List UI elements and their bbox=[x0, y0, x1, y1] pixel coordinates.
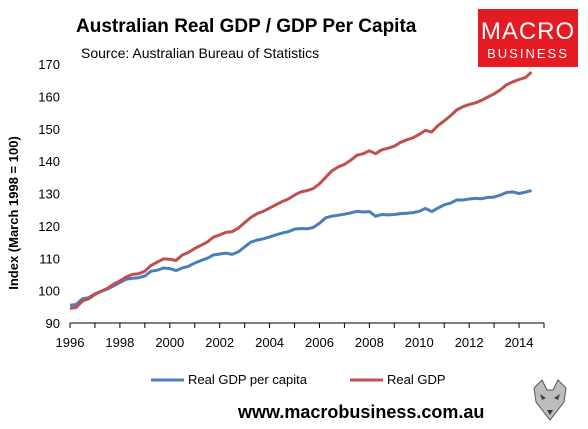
chart-title: Australian Real GDP / GDP Per Capita bbox=[76, 16, 417, 37]
series-lines bbox=[69, 70, 533, 310]
x-tick-label: 2014 bbox=[505, 335, 534, 350]
x-tick-label: 2010 bbox=[405, 335, 434, 350]
x-tick-label: 2012 bbox=[455, 335, 484, 350]
chart-subtitle: Source: Australian Bureau of Statistics bbox=[81, 45, 319, 61]
series-line-real-gdp bbox=[69, 70, 533, 310]
x-tick-label: 1996 bbox=[56, 335, 85, 350]
logo-line1: MACRO bbox=[481, 18, 575, 45]
x-tick-label: 2002 bbox=[205, 335, 234, 350]
y-tick-label: 110 bbox=[39, 251, 60, 266]
legend: Real GDP per capita Real GDP bbox=[151, 372, 446, 387]
macrobusiness-logo: MACRO BUSINESS bbox=[478, 9, 578, 67]
y-tick-label: 140 bbox=[38, 154, 60, 169]
legend-label-real-gdp: Real GDP bbox=[387, 372, 446, 387]
x-tick-label: 2000 bbox=[155, 335, 184, 350]
y-axis-ticks: 90 100 110 120 130 140 150 160 170 bbox=[38, 57, 60, 331]
x-tick-label: 1998 bbox=[105, 335, 134, 350]
x-tick-label: 2008 bbox=[355, 335, 384, 350]
y-tick-label: 130 bbox=[38, 187, 60, 202]
logo-line2: BUSINESS bbox=[487, 46, 569, 61]
y-tick-label: 150 bbox=[38, 122, 60, 137]
y-tick-label: 120 bbox=[38, 219, 60, 234]
x-tick-label: 2004 bbox=[255, 335, 284, 350]
series-line-real-gdp-per-capita bbox=[69, 189, 532, 307]
y-tick-label: 170 bbox=[38, 57, 60, 72]
fox-mascot-icon bbox=[533, 379, 567, 421]
logo-background bbox=[478, 9, 578, 67]
x-tick-label: 2006 bbox=[305, 335, 334, 350]
legend-label-real-gdp-per-capita: Real GDP per capita bbox=[188, 372, 308, 387]
y-tick-label: 90 bbox=[46, 316, 60, 331]
y-axis-label: Index (March 1998 = 100) bbox=[6, 136, 21, 290]
y-tick-label: 160 bbox=[38, 89, 60, 104]
x-axis: 1996 1998 2000 2002 2004 2006 2008 2010 2012 2014 bbox=[56, 322, 545, 350]
y-tick-label: 100 bbox=[38, 284, 60, 299]
website-url: www.macrobusiness.com.au bbox=[237, 402, 484, 422]
